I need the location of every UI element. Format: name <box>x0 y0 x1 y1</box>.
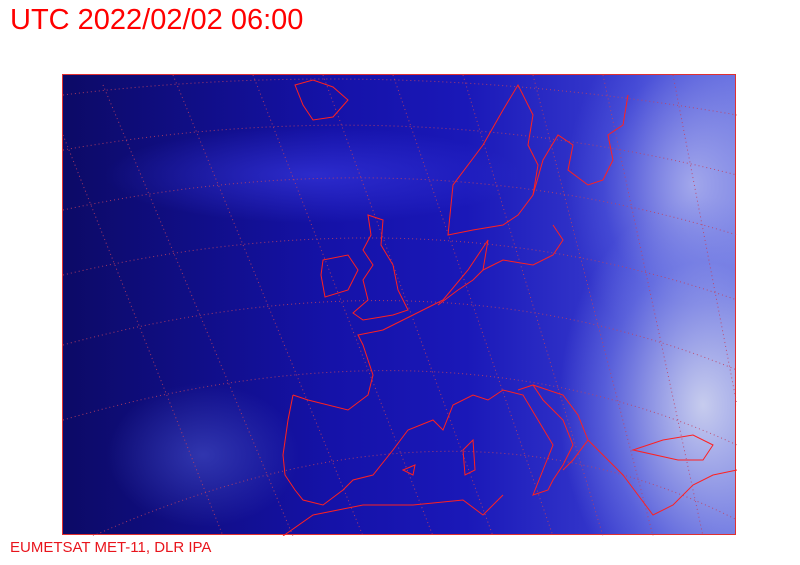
italy-east <box>532 384 589 471</box>
coastlines <box>282 79 737 536</box>
iberia <box>282 384 574 506</box>
corsica-sardinia <box>462 438 476 476</box>
balearics <box>401 464 416 476</box>
baltic-coast <box>482 224 564 271</box>
iceland <box>294 79 349 121</box>
map-overlay <box>63 75 737 536</box>
graticule <box>63 75 737 536</box>
great-britain <box>352 214 409 321</box>
black-sea <box>631 434 714 461</box>
continent-coast <box>292 239 489 411</box>
data-source-credit: EUMETSAT MET-11, DLR IPA <box>10 539 212 556</box>
sweden-finland <box>532 94 629 196</box>
scandinavia <box>447 83 539 236</box>
satellite-image <box>62 74 737 536</box>
timestamp-title: UTC 2022/02/02 06:00 <box>10 4 304 36</box>
balkans-greece <box>587 439 737 516</box>
ireland <box>320 254 359 298</box>
north-africa <box>282 494 504 536</box>
